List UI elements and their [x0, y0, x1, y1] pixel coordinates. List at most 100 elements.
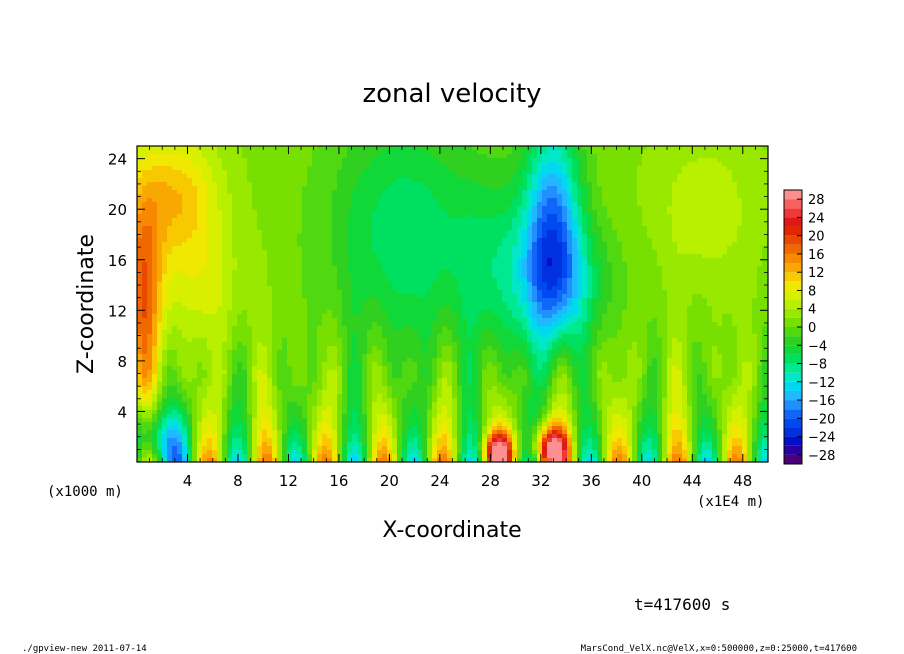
- heatmap-cell: [437, 450, 443, 455]
- heatmap-cell: [207, 166, 213, 171]
- heatmap-cell: [262, 450, 268, 455]
- heatmap-cell: [432, 170, 438, 175]
- heatmap-cell: [217, 454, 223, 459]
- heatmap-cell: [292, 442, 298, 447]
- heatmap-cell: [442, 234, 448, 239]
- heatmap-cell: [187, 310, 193, 315]
- heatmap-cell: [347, 230, 353, 235]
- heatmap-cell: [212, 266, 218, 271]
- heatmap-cell: [382, 430, 388, 435]
- heatmap-cell: [142, 394, 148, 399]
- heatmap-cell: [157, 330, 163, 335]
- heatmap-cell: [442, 422, 448, 427]
- heatmap-cell: [192, 422, 198, 427]
- heatmap-cell: [192, 398, 198, 403]
- heatmap-cell: [152, 154, 158, 159]
- heatmap-cell: [162, 426, 168, 431]
- heatmap-cell: [152, 310, 158, 315]
- heatmap-cell: [312, 278, 318, 283]
- heatmap-cell: [292, 210, 298, 215]
- heatmap-cell: [312, 334, 318, 339]
- heatmap-cell: [302, 210, 308, 215]
- heatmap-cell: [352, 198, 358, 203]
- heatmap-cell: [322, 182, 328, 187]
- heatmap-cell: [372, 450, 378, 455]
- heatmap-cell: [317, 430, 323, 435]
- heatmap-cell: [307, 226, 313, 231]
- heatmap-cell: [437, 330, 443, 335]
- heatmap-cell: [437, 394, 443, 399]
- heatmap-cell: [422, 266, 428, 271]
- heatmap-cell: [172, 426, 178, 431]
- heatmap-cell: [277, 422, 283, 427]
- heatmap-cell: [282, 414, 288, 419]
- heatmap-cell: [197, 318, 203, 323]
- heatmap-cell: [432, 410, 438, 415]
- heatmap-cell: [317, 322, 323, 327]
- heatmap-cell: [337, 206, 343, 211]
- heatmap-cell: [302, 454, 308, 459]
- heatmap-cell: [352, 254, 358, 259]
- heatmap-cell: [342, 254, 348, 259]
- heatmap-cell: [357, 166, 363, 171]
- heatmap-cell: [397, 430, 403, 435]
- heatmap-cell: [182, 302, 188, 307]
- heatmap-cell: [302, 330, 308, 335]
- heatmap-cell: [227, 262, 233, 267]
- heatmap-cell: [432, 454, 438, 459]
- heatmap-cell: [262, 326, 268, 331]
- heatmap-cell: [207, 454, 213, 459]
- heatmap-cell: [277, 446, 283, 451]
- heatmap-cell: [187, 294, 193, 299]
- heatmap-cell: [432, 270, 438, 275]
- heatmap-cell: [377, 346, 383, 351]
- heatmap-cell: [237, 330, 243, 335]
- heatmap-cell: [262, 422, 268, 427]
- heatmap-cell: [332, 358, 338, 363]
- heatmap-cell: [342, 346, 348, 351]
- heatmap-cell: [182, 458, 188, 463]
- heatmap-cell: [322, 350, 328, 355]
- heatmap-cell: [287, 342, 293, 347]
- heatmap-cell: [147, 274, 153, 279]
- heatmap-cell: [182, 354, 188, 359]
- heatmap-cell: [267, 170, 273, 175]
- heatmap-cell: [267, 290, 273, 295]
- heatmap-cell: [427, 374, 433, 379]
- heatmap-cell: [397, 210, 403, 215]
- heatmap-cell: [302, 326, 308, 331]
- heatmap-cell: [212, 198, 218, 203]
- heatmap-cell: [282, 354, 288, 359]
- heatmap-cell: [392, 218, 398, 223]
- heatmap-cell: [197, 282, 203, 287]
- heatmap-cell: [307, 198, 313, 203]
- heatmap-cell: [202, 178, 208, 183]
- heatmap-cell: [267, 318, 273, 323]
- heatmap-cell: [302, 358, 308, 363]
- heatmap-cell: [347, 282, 353, 287]
- heatmap-cell: [302, 238, 308, 243]
- heatmap-cell: [162, 306, 168, 311]
- heatmap-cell: [427, 354, 433, 359]
- heatmap-cell: [402, 310, 408, 315]
- heatmap-cell: [417, 354, 423, 359]
- heatmap-cell: [372, 182, 378, 187]
- heatmap-cell: [287, 198, 293, 203]
- heatmap-cell: [227, 146, 233, 151]
- heatmap-cell: [372, 398, 378, 403]
- heatmap-cell: [372, 194, 378, 199]
- heatmap-cell: [412, 174, 418, 179]
- heatmap-cell: [332, 154, 338, 159]
- heatmap-cell: [207, 378, 213, 383]
- heatmap-cell: [392, 210, 398, 215]
- heatmap-cell: [437, 430, 443, 435]
- heatmap-cell: [147, 218, 153, 223]
- heatmap-cell: [242, 286, 248, 291]
- heatmap-cell: [217, 358, 223, 363]
- heatmap-cell: [142, 430, 148, 435]
- heatmap-cell: [417, 326, 423, 331]
- heatmap-cell: [292, 198, 298, 203]
- heatmap-cell: [337, 414, 343, 419]
- heatmap-cell: [317, 158, 323, 163]
- heatmap-cell: [372, 346, 378, 351]
